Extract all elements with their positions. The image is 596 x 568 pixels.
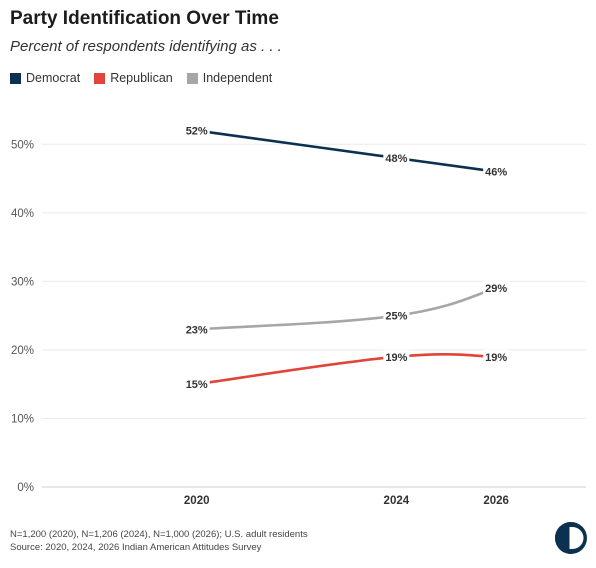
data-label-bg-democrat — [183, 123, 210, 137]
source-note: Source: 2020, 2024, 2026 Indian American… — [10, 542, 262, 553]
x-tick-label: 2024 — [384, 495, 410, 507]
publisher-logo-icon — [555, 522, 587, 554]
data-label-democrat: 46% — [485, 167, 507, 179]
y-tick-label: 50% — [11, 139, 34, 151]
legend-item-independent: Independent — [186, 71, 273, 85]
y-tick-label: 0% — [17, 482, 34, 494]
data-label-independent: 25% — [385, 311, 407, 323]
y-tick-label: 10% — [11, 413, 34, 425]
legend-swatch-independent — [186, 72, 198, 84]
legend-item-republican: Republican — [94, 71, 173, 85]
y-tick-label: 30% — [11, 276, 34, 288]
legend-swatch-democrat — [10, 72, 21, 84]
data-label-republican: 19% — [385, 352, 407, 364]
data-label-democrat: 52% — [186, 126, 208, 138]
y-tick-label: 20% — [11, 345, 34, 357]
data-label-bg-democrat — [483, 164, 510, 178]
data-label-bg-independent — [483, 281, 510, 295]
x-tick-label: 2020 — [184, 495, 210, 507]
series-line-independent — [195, 286, 498, 331]
legend-label-republican: Republican — [110, 71, 173, 85]
legend-item-democrat: Democrat — [10, 71, 80, 85]
data-label-independent: 29% — [485, 283, 507, 295]
x-tick-label: 2026 — [483, 495, 509, 507]
legend-label-democrat: Democrat — [26, 71, 81, 85]
y-tick-label: 40% — [11, 208, 34, 220]
sample-size-note: N=1,200 (2020), N=1,206 (2024), N=1,000 … — [10, 529, 308, 540]
data-label-bg-independent — [383, 308, 410, 322]
data-label-republican: 15% — [186, 379, 208, 391]
legend-label-independent: Independent — [202, 71, 273, 85]
data-label-bg-democrat — [383, 150, 410, 164]
footnote: N=1,200 (2020), N=1,206 (2024), N=1,000 … — [10, 528, 308, 554]
chart-title: Party Identification Over Time — [10, 8, 279, 29]
data-label-bg-republican — [483, 349, 510, 363]
legend: Democrat Republican Independent — [10, 71, 272, 85]
data-label-bg-republican — [383, 349, 410, 363]
data-label-bg-republican — [183, 377, 210, 391]
chart-subtitle: Percent of respondents identifying as . … — [10, 38, 282, 55]
data-label-bg-independent — [183, 322, 210, 336]
data-label-republican: 19% — [485, 352, 507, 364]
series-line-republican — [195, 353, 498, 386]
series-line-democrat — [195, 129, 498, 173]
data-label-democrat: 48% — [385, 153, 407, 165]
data-label-independent: 23% — [186, 324, 208, 336]
legend-swatch-republican — [94, 72, 106, 84]
